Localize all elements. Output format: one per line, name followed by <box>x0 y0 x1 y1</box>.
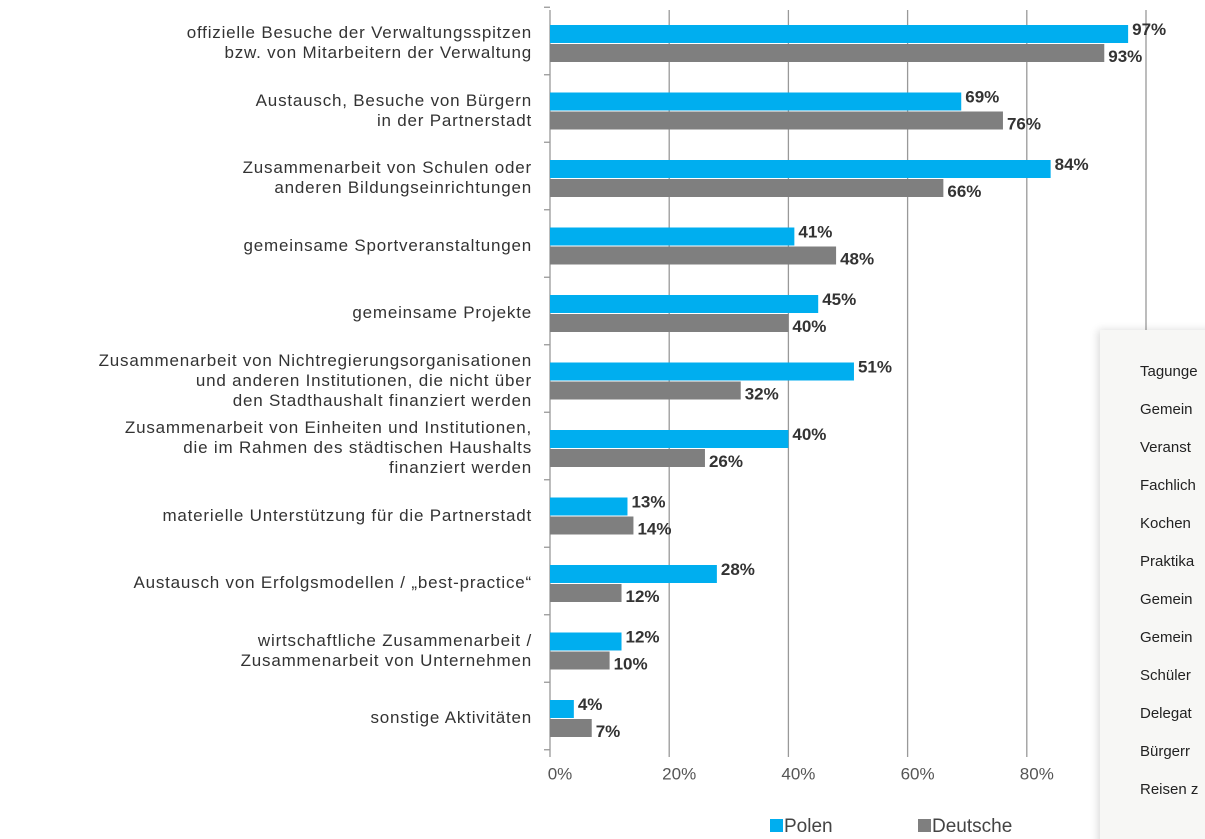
category-label: gemeinsame Projekte <box>352 303 532 322</box>
data-label: 51% <box>858 357 892 376</box>
x-tick-label: 20% <box>662 764 696 783</box>
data-label: 93% <box>1108 47 1142 66</box>
category-label: Austausch von Erfolgsmodellen / „best-pr… <box>133 573 532 592</box>
legend-swatch <box>770 819 783 832</box>
panel-item: Veranst <box>1140 439 1191 456</box>
bar <box>550 381 741 400</box>
data-label: 7% <box>596 722 621 741</box>
side-panel: Tagunge Gemein Veranst Fachlich Kochen Prakti… <box>1100 330 1205 839</box>
panel-item: Gemein <box>1140 401 1193 418</box>
category-label: Zusammenarbeit von Nichtregierungsorgani… <box>98 350 532 410</box>
x-tick-label: 0% <box>548 764 573 783</box>
data-label: 45% <box>822 290 856 309</box>
panel-item: Gemein <box>1140 629 1193 646</box>
panel-item: Schüler <box>1140 667 1191 684</box>
data-label: 41% <box>798 222 832 241</box>
category-label: offizielle Besuche der Verwaltungsspitze… <box>186 23 532 62</box>
data-label: 76% <box>1007 114 1041 133</box>
bar <box>550 246 837 265</box>
panel-item: Delegat <box>1140 705 1192 722</box>
legend-label: Polen <box>784 816 833 837</box>
bar <box>550 44 1105 62</box>
x-tick-label: 40% <box>781 764 815 783</box>
bar <box>550 160 1051 178</box>
bar <box>550 111 1003 130</box>
panel-item: Tagunge <box>1140 363 1198 380</box>
data-label: 12% <box>626 627 660 646</box>
bar <box>550 449 705 467</box>
category-label: Zusammenarbeit von Schulen oder anderen … <box>242 158 532 197</box>
category-label: materielle Unterstützung für die Partner… <box>162 505 532 525</box>
panel-item: Praktika <box>1140 553 1195 570</box>
bar <box>550 179 944 197</box>
category-label: sonstige Aktivitäten <box>370 708 532 727</box>
legend-label: Deutsche <box>932 816 1012 837</box>
panel-item: Gemein <box>1140 591 1193 608</box>
panel-item: Kochen <box>1140 515 1191 532</box>
bar <box>550 314 789 332</box>
legend-swatch <box>918 819 931 832</box>
bar <box>550 295 819 313</box>
bar <box>550 92 962 111</box>
data-label: 40% <box>792 425 826 444</box>
bar <box>550 430 789 448</box>
bar <box>550 227 795 246</box>
bar <box>550 516 634 535</box>
bar <box>550 651 610 670</box>
category-label: gemeinsame Sportveranstaltungen <box>243 235 532 255</box>
data-label: 28% <box>721 560 755 579</box>
bar <box>550 25 1129 43</box>
category-label: wirtschaftliche Zusammenarbeit / Zusamme… <box>240 630 532 670</box>
bar <box>550 719 592 737</box>
bar <box>550 362 854 381</box>
data-label: 26% <box>709 452 743 471</box>
x-tick-label: 80% <box>1020 764 1054 783</box>
panel-item: Bürgerr <box>1140 743 1191 760</box>
data-label: 13% <box>631 492 665 511</box>
data-label: 84% <box>1055 155 1089 174</box>
data-label: 4% <box>578 695 603 714</box>
bar <box>550 497 628 516</box>
data-label: 66% <box>947 182 981 201</box>
data-label: 40% <box>792 317 826 336</box>
data-label: 97% <box>1132 20 1166 39</box>
category-label: Zusammenarbeit von Einheiten und Institu… <box>124 418 532 477</box>
data-label: 32% <box>745 384 779 403</box>
x-tick-label: 60% <box>901 764 935 783</box>
panel-item: Reisen z <box>1140 781 1199 798</box>
data-label: 12% <box>626 587 660 606</box>
bar <box>550 700 574 718</box>
category-label: Austausch, Besuche von Bürgern in der Pa… <box>255 90 532 130</box>
bar <box>550 584 622 602</box>
data-label: 10% <box>614 654 648 673</box>
data-label: 14% <box>637 519 671 538</box>
bar <box>550 565 717 583</box>
data-label: 48% <box>840 249 874 268</box>
panel-item: Fachlich <box>1140 477 1196 494</box>
data-label: 69% <box>965 87 999 106</box>
bar <box>550 632 622 651</box>
